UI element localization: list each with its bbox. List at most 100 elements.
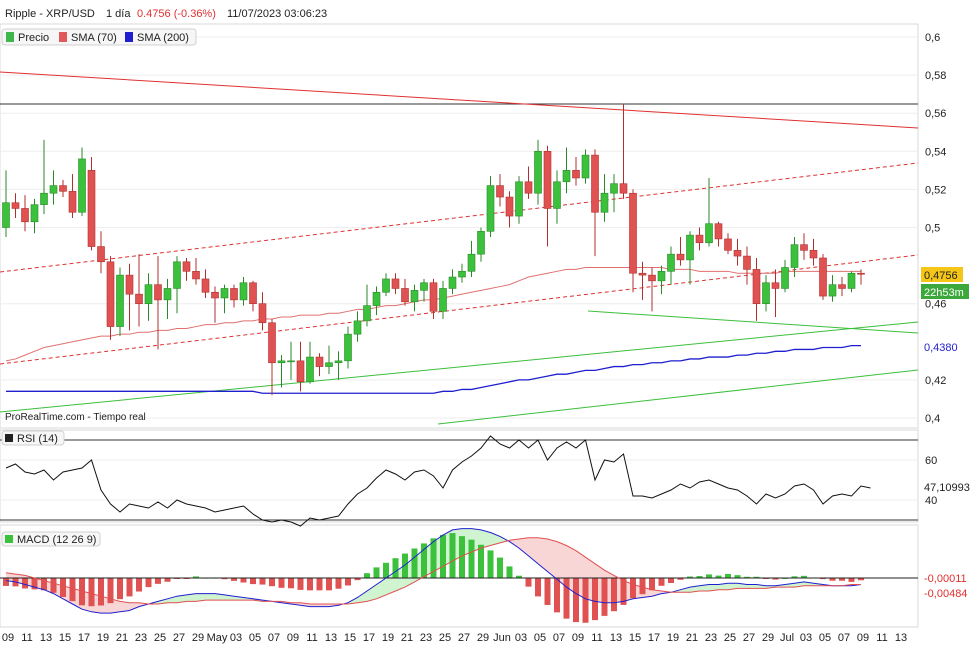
macd-label-box: MACD (12 26 9) — [1, 531, 101, 547]
macd-hist-bar — [221, 578, 228, 580]
candle-body — [97, 246, 105, 263]
candle-body — [486, 185, 495, 232]
macd-hist-bar — [297, 578, 304, 590]
candle-body — [477, 231, 485, 255]
x-tick-label: 03 — [800, 632, 812, 644]
x-tick-label: 27 — [173, 632, 185, 644]
candle-body — [258, 303, 267, 324]
candle-body — [591, 154, 599, 213]
candle-body — [752, 269, 761, 305]
header-change: 0.4756 (-0.36%) — [137, 8, 216, 20]
x-tick-label: 23 — [135, 632, 147, 644]
macd-hist-bar — [430, 538, 437, 578]
candle-body — [619, 183, 628, 194]
candle-body — [429, 282, 438, 312]
macd-hist-bar — [307, 578, 313, 591]
macd-hist-bar — [136, 578, 142, 592]
macd-hist-bar — [69, 578, 76, 602]
x-tick-label: 29 — [192, 632, 204, 644]
header-symbol: Ripple - XRP/USD — [5, 8, 95, 20]
rsi-tick-label: 40 — [925, 495, 937, 507]
macd-hist-bar — [706, 574, 712, 578]
price-tick-label: 0,4 — [925, 413, 940, 425]
macd-hist-bar — [231, 578, 237, 581]
candle-body — [11, 202, 20, 209]
macd-fill-segment — [538, 537, 548, 572]
macd-hist-bar — [696, 576, 703, 578]
macd-fill-segment — [785, 583, 795, 588]
candle-body — [2, 202, 10, 228]
x-tick-label: 25 — [154, 632, 166, 644]
macd-fill-segment — [690, 585, 700, 593]
x-tick-label: 23 — [705, 632, 717, 644]
x-tick-label: 11 — [21, 632, 32, 644]
channel-upper-dashed — [0, 162, 919, 273]
candle-body — [838, 284, 846, 289]
candle-body — [287, 360, 295, 363]
macd-lines — [5, 528, 862, 614]
candle-body — [306, 356, 314, 383]
x-tick-label: 05 — [819, 632, 831, 644]
candle-body — [515, 181, 523, 217]
legend: Precio SMA (70) SMA (200) — [1, 28, 197, 46]
candle-body — [220, 288, 229, 299]
x-tick-label: 21 — [401, 632, 413, 644]
candle-body — [467, 253, 476, 272]
macd-fill-segment — [718, 583, 728, 590]
legend-swatch-sma70 — [59, 32, 67, 42]
x-tick-label: 03 — [230, 632, 242, 644]
macd-hist-bar — [288, 578, 294, 589]
price-axis: 0,6 0,58 0,56 0,54 0,52 0,5 0,46 0,42 0,4 — [925, 32, 946, 425]
x-tick-label: 03 — [515, 632, 527, 644]
macd-hist-bar — [60, 578, 66, 597]
macd-hist-bar — [487, 550, 494, 578]
legend-swatch-price — [6, 32, 14, 42]
x-tick-label: 05 — [534, 632, 546, 644]
macd-hist-bar — [753, 576, 760, 578]
macd-fill-segment — [756, 584, 766, 589]
candle-body — [363, 305, 371, 322]
green-support-line-1 — [0, 321, 919, 413]
macd-label: MACD (12 26 9) — [17, 534, 96, 546]
macd-fill-segment — [310, 604, 320, 607]
rsi-label-box: RSI (14) — [1, 430, 65, 446]
candle-body — [49, 185, 58, 194]
macd-hist-bar — [620, 578, 627, 605]
candle-body — [201, 278, 210, 293]
candle-body — [534, 151, 542, 194]
candle-body — [572, 170, 580, 179]
candle-body — [372, 291, 381, 306]
candle-body — [21, 208, 29, 223]
macd-hist-bar — [278, 578, 285, 588]
macd-hist-bar — [677, 578, 684, 580]
x-tick-label: 15 — [629, 632, 641, 644]
x-tick-label: Jul — [780, 632, 794, 644]
candle-body — [505, 196, 514, 217]
legend-sma70: SMA (70) — [71, 32, 117, 44]
x-tick-label: 29 — [477, 632, 489, 644]
macd-hist-bar — [611, 578, 617, 612]
candle-body — [762, 282, 770, 304]
candle-body — [163, 288, 172, 301]
legend-sma200: SMA (200) — [137, 32, 189, 44]
candle-body — [239, 282, 248, 301]
candle-body — [154, 284, 162, 301]
macd-hist-bar — [734, 575, 741, 578]
x-tick-label: 11 — [306, 632, 317, 644]
x-tick-label: 25 — [439, 632, 451, 644]
macd-fill-segment — [481, 529, 491, 549]
candle-body — [496, 185, 504, 198]
macd-fill-segment — [186, 593, 196, 602]
price-tick-label: 0,42 — [925, 375, 946, 387]
macd-fill-segment — [709, 584, 719, 591]
macd-fill-segment — [699, 584, 709, 591]
macd-histogram — [3, 533, 864, 623]
candle-body — [714, 223, 723, 240]
macd-hist-bar — [744, 576, 750, 578]
candle-body — [695, 234, 704, 244]
x-tick-label: 15 — [59, 632, 71, 644]
macd-hist-bar — [658, 578, 665, 586]
macd-fill-segment — [519, 537, 529, 556]
x-tick-label: 13 — [325, 632, 337, 644]
